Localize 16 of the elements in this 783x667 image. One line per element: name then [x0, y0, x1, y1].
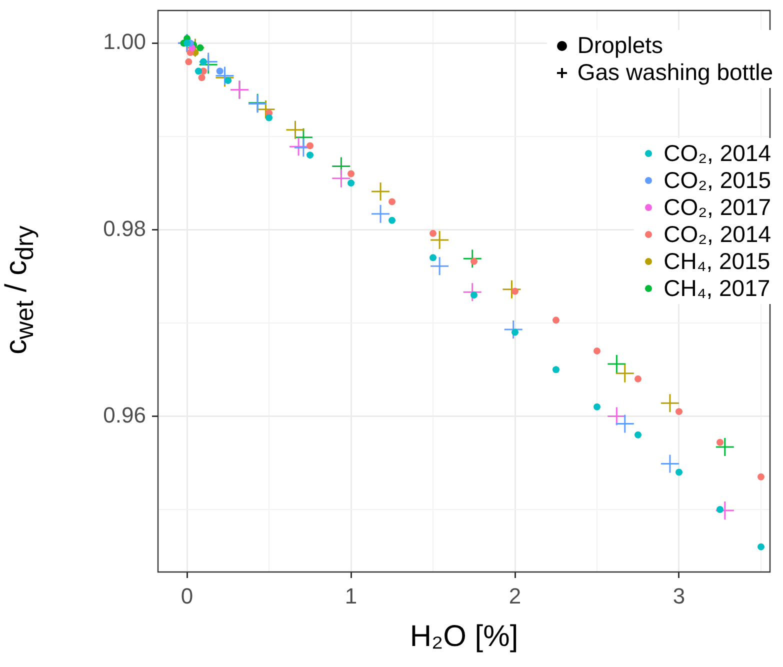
legend-label: Gas washing bottle	[577, 59, 773, 86]
legend-label: CO₂, 2014	[664, 221, 771, 248]
x-tick-label: 2	[508, 583, 522, 608]
legend-label: CH₄, 2017	[664, 275, 770, 302]
y-tick-label: 1.00	[103, 29, 146, 54]
x-tick-label: 1	[344, 583, 358, 608]
legend-label: Droplets	[577, 32, 664, 59]
y-tick-label: 0.98	[103, 216, 146, 241]
x-tick-label: 0	[180, 583, 194, 608]
legend-label: CO₂, 2014	[664, 140, 771, 167]
y-tick-label: 0.96	[103, 402, 146, 428]
legend-label: CO₂, 2017	[664, 194, 771, 221]
x-tick-label: 3	[672, 583, 686, 608]
legend-label: CO₂, 2015	[664, 167, 771, 194]
x-axis-title: H₂O [%]	[408, 620, 520, 654]
legend-label: CH₄, 2015	[664, 248, 770, 275]
